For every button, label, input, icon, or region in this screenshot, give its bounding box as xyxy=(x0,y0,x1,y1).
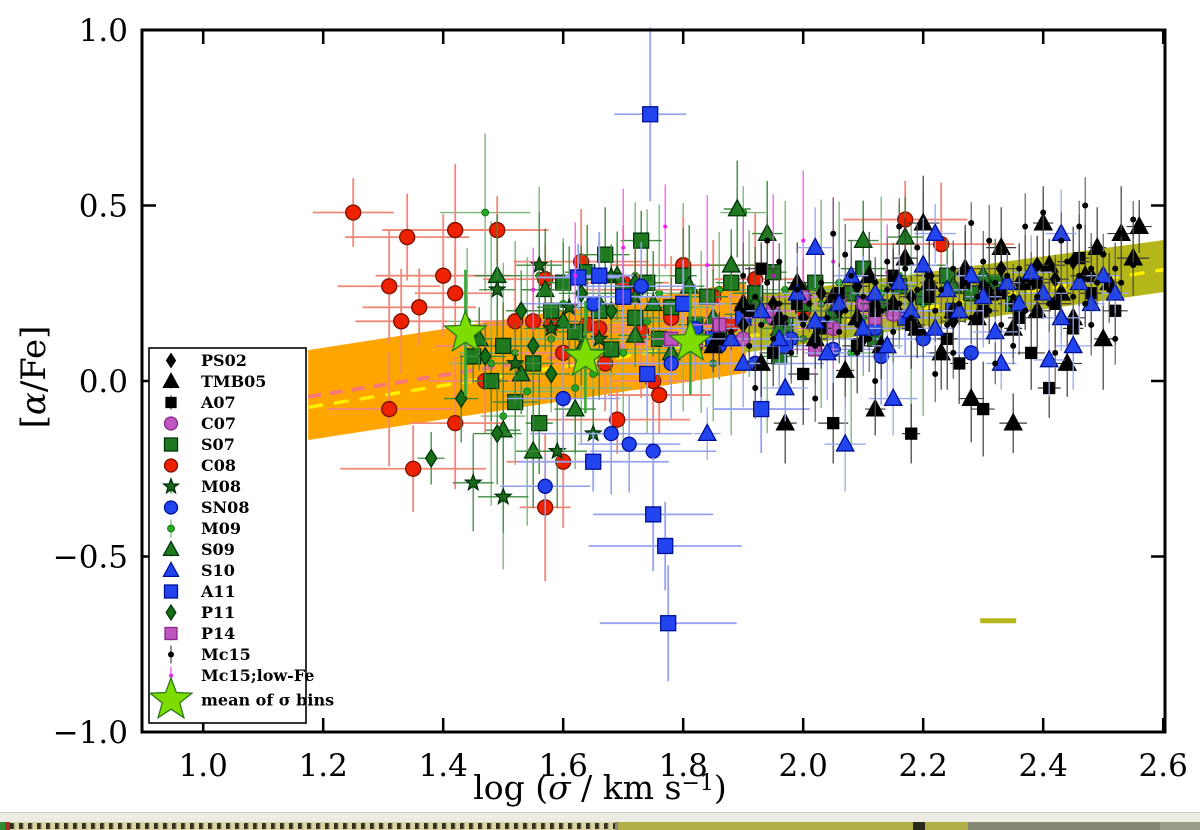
scatter-plot: 1.0 1.2 1.4 1.6 1.8 2.0 2.2 2.4 2.6 1.0 0.5 0.0 −0.5… xyxy=(53,13,1188,784)
y-tick-label: −0.5 xyxy=(53,540,128,576)
legend-item-ps02: PS02 xyxy=(165,351,247,370)
axes: 1.0 1.2 1.4 1.6 1.8 2.0 2.2 2.4 2.6 1.0 0.5 0.0 −0.5… xyxy=(53,13,1188,784)
legend-item-mc15: Mc15 xyxy=(168,645,251,664)
legend-item-c08: C08 xyxy=(163,456,236,475)
series-P11 xyxy=(417,245,653,485)
legend-item-s07: S07 xyxy=(163,435,235,454)
background-window-sliver xyxy=(0,812,1200,830)
y-tick-label: 1.0 xyxy=(79,13,128,49)
legend-item-sn08: SN08 xyxy=(163,498,249,517)
taskbar-chip-green xyxy=(0,822,5,830)
legend-item-c07: C07 xyxy=(163,414,236,433)
strip-olive xyxy=(618,822,968,830)
legend-label: Mc15 xyxy=(201,645,251,664)
legend-item-a11: A11 xyxy=(163,582,236,601)
legend-label: P11 xyxy=(201,603,235,622)
legend-label: A11 xyxy=(200,582,236,601)
strip-divider xyxy=(615,822,618,830)
legend-label: C08 xyxy=(201,456,236,475)
legend-label: A07 xyxy=(200,393,236,412)
x-tick-label: 2.0 xyxy=(779,748,828,784)
x-tick-label: 2.2 xyxy=(899,748,948,784)
legend-item-p11: P11 xyxy=(165,603,235,622)
legend-label: M08 xyxy=(201,477,241,496)
y-tick-label: 0.5 xyxy=(79,189,128,225)
x-tick-label: 1.6 xyxy=(539,748,588,784)
legend-label: S10 xyxy=(201,561,235,580)
legend-item-m08: M08 xyxy=(161,476,241,496)
legend-label: S07 xyxy=(201,435,235,454)
x-tick-label: 1.2 xyxy=(299,748,348,784)
series-Mc15 xyxy=(728,177,1137,422)
legend-label: Mc15;low-Fe xyxy=(201,666,314,685)
legend: PS02 TMB05 A07 C07 S07 C08 M08 SN08 M09 S09 S10 A11… xyxy=(148,347,334,724)
x-tick-label: 2.6 xyxy=(1139,748,1188,784)
x-axis-label: log (σ / km s−1) xyxy=(473,768,727,807)
legend-label: TMB05 xyxy=(201,372,266,391)
legend-item-m09: M09 xyxy=(167,519,241,538)
legend-item-tmb05: TMB05 xyxy=(162,372,266,391)
y-tick-label: −1.0 xyxy=(53,715,128,751)
legend-item-mean-of-bins: mean of σ bins xyxy=(148,676,334,720)
legend-item-s10: S10 xyxy=(162,561,235,580)
legend-label: P14 xyxy=(201,624,235,643)
x-tick-label: 1.0 xyxy=(179,748,228,784)
fit-line-yellow-dashed xyxy=(307,267,1166,410)
data-points xyxy=(312,27,1152,682)
legend-label: PS02 xyxy=(201,351,247,370)
legend-label: C07 xyxy=(201,414,236,433)
legend-item-p14: P14 xyxy=(164,624,235,643)
strip-gray xyxy=(968,822,1160,830)
legend-label: M09 xyxy=(201,519,241,538)
legend-item-a07: A07 xyxy=(165,393,236,412)
y-axis-label: [α/Fe] xyxy=(14,325,54,429)
mean-stars xyxy=(442,269,714,414)
window-edge xyxy=(0,812,1200,823)
taskbar-chip-red xyxy=(5,822,10,830)
legend-label: S09 xyxy=(201,540,235,559)
strip-olive-mark xyxy=(913,822,925,830)
x-tick-label: 1.8 xyxy=(659,748,708,784)
legend-label: SN08 xyxy=(201,498,249,517)
x-tick-label: 2.4 xyxy=(1019,748,1068,784)
strip-gray-light xyxy=(1160,822,1200,830)
x-tick-label: 1.4 xyxy=(419,748,468,784)
legend-item-s09: S09 xyxy=(162,540,235,559)
legend-label: mean of σ bins xyxy=(201,691,334,710)
clipped-text-strip xyxy=(10,822,615,830)
y-tick-label: 0.0 xyxy=(79,364,128,400)
